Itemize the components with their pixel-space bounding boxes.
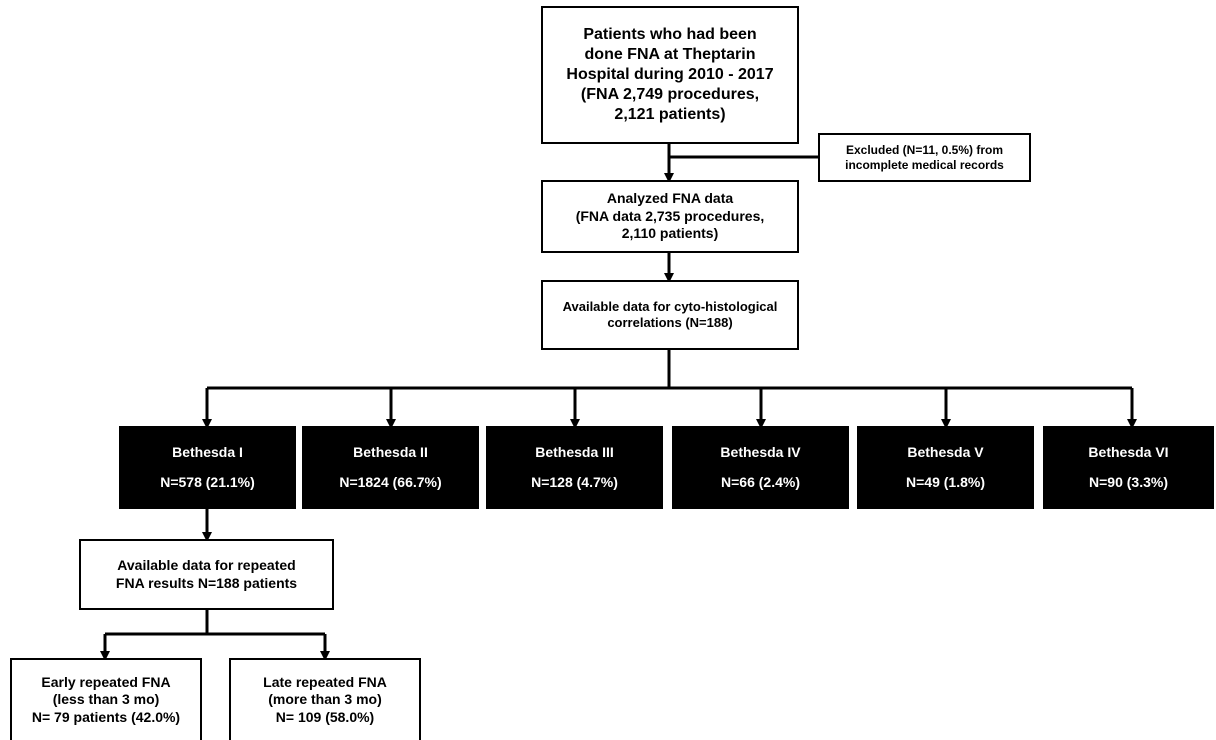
excluded-box: Excluded (N=11, 0.5%) from incomplete me… [818, 133, 1031, 182]
analyzed-box: Analyzed FNA data (FNA data 2,735 proced… [541, 180, 799, 253]
bethesda-1-count: N=578 (21.1%) [160, 473, 255, 490]
bethesda-5-box: Bethesda V N=49 (1.8%) [857, 426, 1034, 509]
bethesda-5-name: Bethesda V [907, 444, 984, 460]
late-repeated-box: Late repeated FNA (more than 3 mo) N= 10… [229, 658, 421, 740]
analyzed-line-2: (FNA data 2,735 procedures, [575, 207, 765, 224]
correlation-box: Available data for cyto-histological cor… [541, 280, 799, 350]
bethesda-6-name: Bethesda VI [1088, 444, 1169, 460]
bethesda-3-name: Bethesda III [535, 444, 614, 460]
correlation-line-2: correlations (N=188) [607, 315, 733, 330]
late-line-2: (more than 3 mo) [268, 691, 382, 708]
bethesda-6-box: Bethesda VI N=90 (3.3%) [1043, 426, 1214, 509]
source-line-2: done FNA at Theptarin [584, 46, 756, 63]
repeated-fna-box: Available data for repeated FNA results … [79, 539, 334, 610]
analyzed-line-1: Analyzed FNA data [606, 190, 734, 207]
early-line-3: N= 79 patients (42.0%) [31, 708, 181, 725]
excluded-line-1: Excluded (N=11, 0.5%) from [845, 142, 1004, 157]
bethesda-4-count: N=66 (2.4%) [721, 473, 800, 490]
late-line-1: Late repeated FNA [263, 673, 387, 690]
early-line-2: (less than 3 mo) [52, 691, 160, 708]
bethesda-3-count: N=128 (4.7%) [531, 473, 618, 490]
bethesda-2-name: Bethesda II [353, 444, 428, 460]
source-population-box: Patients who had been done FNA at Thepta… [541, 6, 799, 144]
bethesda-2-count: N=1824 (66.7%) [339, 473, 442, 490]
correlation-line-1: Available data for cyto-histological [562, 298, 778, 314]
source-line-4: (FNA 2,749 procedures, [580, 86, 760, 103]
bethesda-2-box: Bethesda II N=1824 (66.7%) [302, 426, 479, 509]
bethesda-6-count: N=90 (3.3%) [1089, 473, 1168, 490]
bethesda-1-box: Bethesda I N=578 (21.1%) [119, 426, 296, 509]
bethesda-4-box: Bethesda IV N=66 (2.4%) [672, 426, 849, 509]
bethesda-5-count: N=49 (1.8%) [906, 473, 985, 490]
early-line-1: Early repeated FNA [41, 673, 171, 690]
source-line-3: Hospital during 2010 - 2017 [566, 66, 774, 83]
bethesda-3-box: Bethesda III N=128 (4.7%) [486, 426, 663, 509]
analyzed-line-3: 2,110 patients) [621, 225, 719, 242]
source-line-5: 2,121 patients) [614, 106, 726, 123]
repeated-line-2: FNA results N=188 patients [115, 574, 298, 591]
repeated-line-1: Available data for repeated [117, 557, 296, 573]
early-repeated-box: Early repeated FNA (less than 3 mo) N= 7… [10, 658, 202, 740]
bethesda-4-name: Bethesda IV [720, 444, 801, 460]
bethesda-1-name: Bethesda I [172, 444, 243, 460]
excluded-line-2: incomplete medical records [845, 157, 1004, 172]
source-line-1: Patients who had been [583, 26, 757, 43]
late-line-3: N= 109 (58.0%) [275, 708, 375, 725]
